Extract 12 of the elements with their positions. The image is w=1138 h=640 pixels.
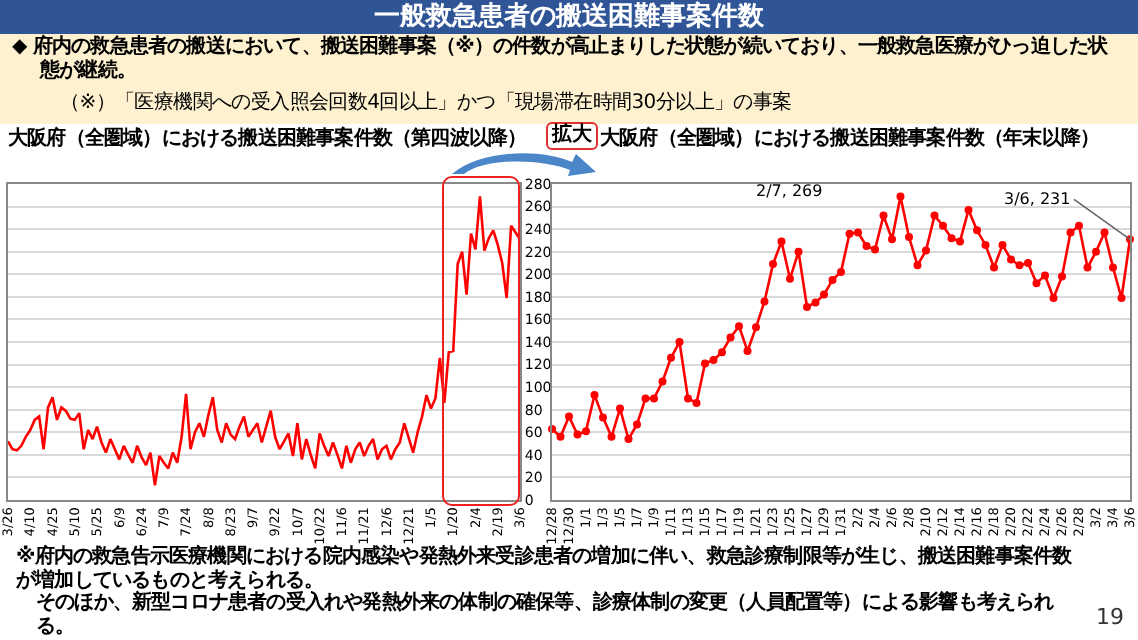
text: 19 (1096, 604, 1124, 630)
text: 拡大 (546, 122, 598, 150)
chart-title: 大阪府（全圏域）における搬送困難事案件数（第四波以降） (8, 124, 527, 152)
annotation: 2/7, 269 (756, 182, 823, 202)
text: そのほか、新型コロナ患者の受入れや発熱外来の体制の確保等、診療体制の変更（人員配置等）による影響も考えられる。 (34, 592, 1056, 638)
chart-title: 大阪府（全圏域）における搬送困難事案件数（年末以降） (600, 124, 1100, 152)
text: 一般救急患者の搬送困難事案件数 (0, 0, 1138, 34)
line-series (8, 195, 520, 487)
text: （※）「医療機関への受入照会回数4回以上」かつ「現場滞在時間30分以上」の事案 (60, 92, 792, 116)
annotation: 3/6, 231 (1004, 190, 1071, 208)
text: ※府内の救急告示医療機関における院内感染や発熱外来受診患者の増加に伴い、救急診療制限等が生じ、搬送困難事案件数が増加しているものと考えられる。 (16, 546, 1074, 591)
text: ◆ 府内の救急患者の搬送において、搬送困難事案（※）の件数が高止まりした状態が続いており、一般救急医療がひっ迫した状態が継続。 (12, 36, 1110, 84)
